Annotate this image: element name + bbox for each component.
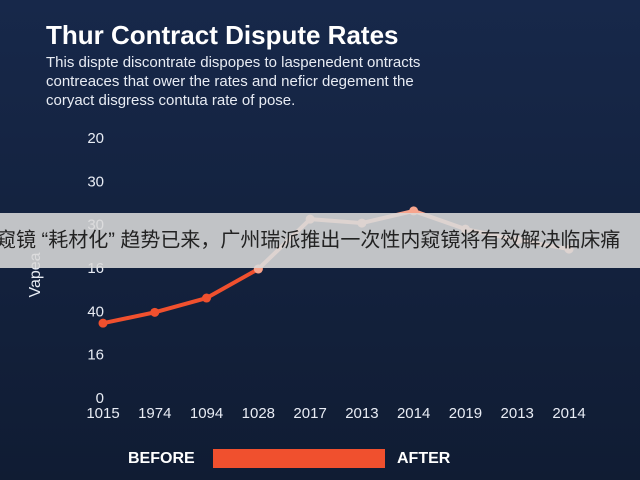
overlay-banner (0, 213, 640, 268)
x-tick-label: 1028 (242, 405, 275, 422)
chart-title: Thur Contract Dispute Rates (46, 20, 399, 50)
data-point (98, 318, 108, 328)
line-series (102, 267, 260, 326)
x-tick-label: 2013 (345, 405, 378, 422)
legend-label: AFTER (397, 450, 451, 467)
subtitle-line: contreaces that ower the rates and nefic… (46, 73, 414, 90)
x-tick-label: 2014 (397, 405, 430, 422)
subtitle-line: This dispte discontrate dispopes to lasp… (46, 54, 420, 71)
x-tick-label: 2019 (449, 405, 482, 422)
x-tick-label: 1015 (86, 405, 119, 422)
y-tick-label: 16 (87, 347, 104, 364)
legend-swatch (213, 449, 385, 468)
data-point (202, 293, 212, 303)
y-tick-label: 20 (87, 130, 104, 147)
data-point (150, 307, 160, 317)
x-tick-label: 2017 (293, 405, 326, 422)
x-tick-label: 1094 (190, 405, 223, 422)
y-tick-label: 30 (87, 173, 104, 190)
subtitle-line: coryact disgress contuta rate of pose. (46, 92, 295, 109)
x-tick-label: 2014 (552, 405, 585, 422)
overlay-banner-text: 窥镜 “耗材化” 趋势已来，广州瑞派推出一次性内窥镜将有效解决临床痛 (0, 228, 620, 251)
y-tick-label: 0 (96, 390, 104, 407)
y-tick-label: 40 (87, 303, 104, 320)
x-tick-label: 2013 (501, 405, 534, 422)
legend-label: BEFORE (128, 450, 195, 467)
x-tick-label: 1974 (138, 405, 171, 422)
